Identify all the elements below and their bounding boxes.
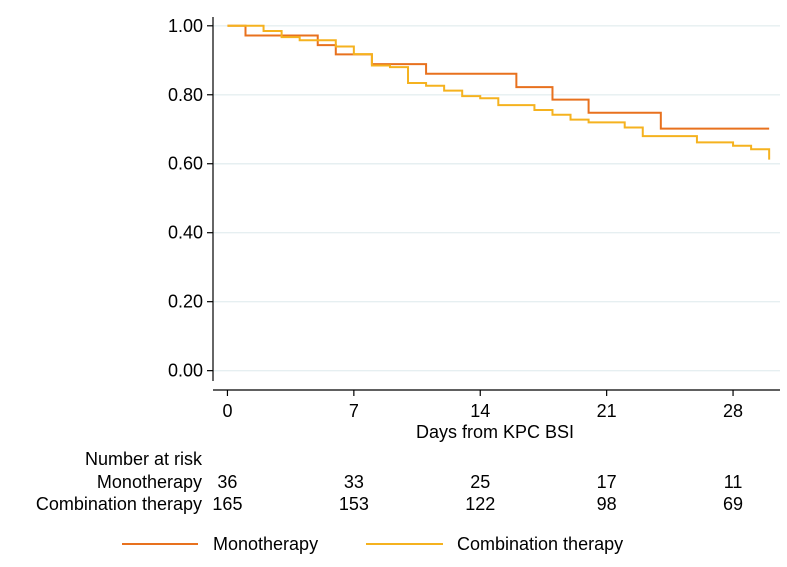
risk-row-label-monotherapy: Monotherapy bbox=[97, 472, 202, 492]
number-at-risk-table: Number at risk Monotherapy Combination t… bbox=[36, 449, 203, 514]
risk-value: 33 bbox=[344, 472, 364, 492]
y-tick-label: 0.40 bbox=[168, 223, 203, 243]
legend-label-monotherapy: Monotherapy bbox=[213, 534, 318, 554]
legend-label-combination-therapy: Combination therapy bbox=[457, 534, 623, 554]
risk-table-values: 36 33 25 17 11 165 153 122 98 69 bbox=[212, 472, 743, 514]
risk-value: 11 bbox=[724, 472, 743, 492]
risk-value: 36 bbox=[217, 472, 237, 492]
y-tick-label: 0.80 bbox=[168, 85, 203, 105]
x-tick-label: 21 bbox=[597, 401, 617, 421]
x-tick-label: 0 bbox=[222, 401, 232, 421]
series-line-monotherapy bbox=[227, 24, 770, 130]
risk-value: 98 bbox=[597, 494, 617, 514]
y-ticks: 0.00 0.20 0.40 0.60 0.80 1.00 bbox=[168, 16, 213, 381]
axes bbox=[212, 17, 780, 391]
x-ticks: 0 7 14 21 28 bbox=[222, 390, 743, 421]
survival-curves bbox=[227, 24, 771, 160]
risk-value: 165 bbox=[212, 494, 242, 514]
x-tick-label: 7 bbox=[349, 401, 359, 421]
series-line-combination-therapy bbox=[227, 24, 771, 160]
y-tick-label: 0.20 bbox=[168, 292, 203, 312]
risk-value: 122 bbox=[465, 494, 495, 514]
y-tick-label: 1.00 bbox=[168, 16, 203, 36]
risk-value: 25 bbox=[470, 472, 490, 492]
x-tick-label: 28 bbox=[723, 401, 743, 421]
gridlines bbox=[213, 25, 780, 372]
risk-value: 69 bbox=[723, 494, 743, 514]
risk-row-label-combination: Combination therapy bbox=[36, 494, 202, 514]
y-tick-label: 0.00 bbox=[168, 361, 203, 381]
risk-value: 153 bbox=[339, 494, 369, 514]
legend: Monotherapy Combination therapy bbox=[122, 534, 623, 554]
risk-value: 17 bbox=[597, 472, 617, 492]
risk-table-title: Number at risk bbox=[85, 449, 203, 469]
y-tick-label: 0.60 bbox=[168, 154, 203, 174]
x-tick-label: 14 bbox=[470, 401, 490, 421]
x-axis-title: Days from KPC BSI bbox=[416, 422, 574, 442]
